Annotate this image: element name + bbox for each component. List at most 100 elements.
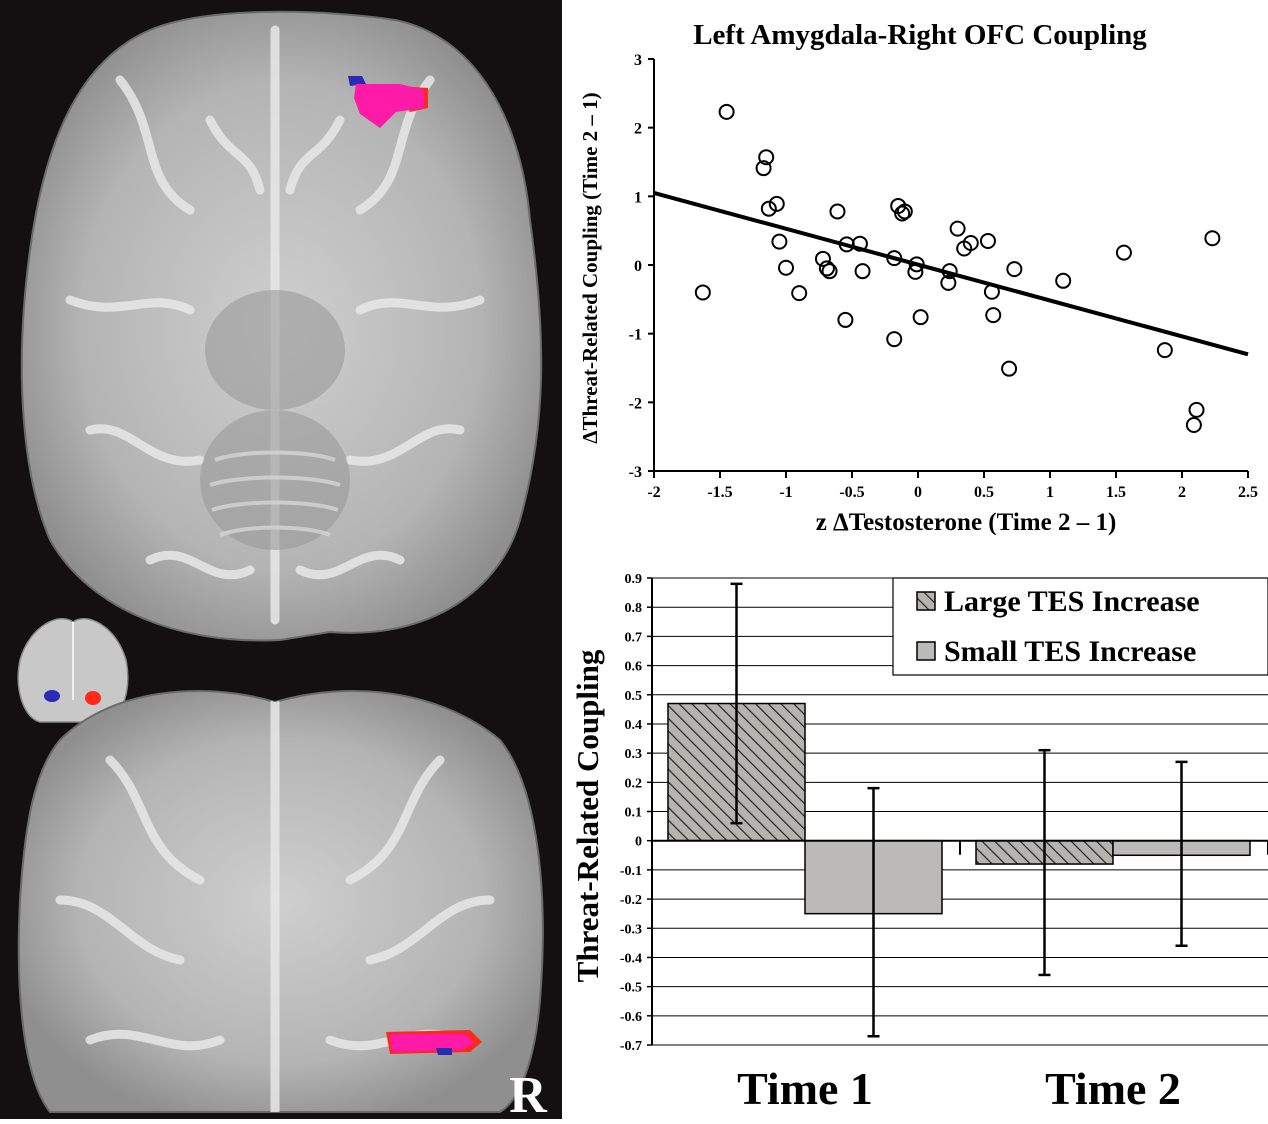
right-amygdala-marker	[85, 691, 101, 705]
bar-y-tick-label: 0.3	[625, 747, 643, 762]
bar-y-tick-label: 0	[635, 835, 642, 850]
scatter-point	[758, 149, 775, 166]
scatter-point	[894, 205, 911, 222]
scatter-point	[979, 232, 996, 249]
scatter-x-tick-label: -2	[647, 484, 660, 501]
scatter-y-tick-label: -3	[629, 464, 642, 481]
scatter-point	[768, 195, 785, 212]
scatter-point	[985, 307, 1002, 324]
scatter-x-tick-label: -1	[779, 484, 792, 501]
left-amygdala-marker	[44, 690, 60, 702]
scatter-y-tick-label: 3	[634, 52, 642, 69]
legend-label-large: Large TES Increase	[944, 585, 1200, 618]
scatter-point	[1188, 401, 1205, 418]
scatter-point	[760, 200, 777, 217]
bar-y-tick-label: 0.8	[625, 601, 643, 616]
bar-y-tick-label: -0.1	[620, 864, 642, 879]
scatter-point	[1185, 416, 1202, 433]
scatter-y-tick-label: 2	[634, 121, 642, 138]
scatter-point	[908, 256, 925, 273]
bar-category-label: Time 1	[737, 1063, 873, 1114]
bar-x-ticks: Time 1 Time 2	[737, 1063, 1181, 1114]
scatter-point	[962, 235, 979, 252]
scatter-point	[818, 260, 835, 277]
legend-swatch-large	[916, 591, 936, 611]
scatter-point	[949, 220, 966, 237]
scatter-fit-line-group	[653, 190, 1249, 357]
scatter-point	[821, 263, 838, 280]
scatter-y-tick-label: -2	[629, 395, 642, 412]
ofc-coronal-cluster-overlap	[390, 1034, 474, 1052]
scatter-point	[1001, 360, 1018, 377]
bar-y-tick-label: 0.7	[625, 630, 643, 645]
scatter-point	[983, 283, 1000, 300]
scatter-y-tick-label: -1	[629, 327, 642, 344]
bar-category-label: Time 2	[1045, 1063, 1181, 1114]
bar-y-tick-label: 0.4	[625, 718, 643, 733]
ofc-cluster-blue	[348, 76, 366, 86]
scatter-point	[1055, 272, 1072, 289]
scatter-point	[851, 235, 868, 252]
coronal-inset	[17, 618, 129, 723]
scatter-point	[1006, 261, 1023, 278]
ofc-cluster-overlap	[354, 84, 424, 128]
bar-bars	[667, 702, 1251, 915]
scatter-point	[886, 331, 903, 348]
bar-y-tick-label: 0.9	[625, 572, 643, 587]
scatter-point	[941, 263, 958, 280]
legend-box	[892, 577, 1268, 676]
ofc-coronal-cluster-blue	[436, 1048, 452, 1055]
scatter-x-ticks: -2 -1.5 -1 -0.5 0 0.5 1 1.5 2 2.5	[647, 471, 1258, 501]
scatter-x-axis-label: z ΔTestosterone (Time 2 – 1)	[816, 509, 1117, 536]
bar-chart: 0.9 0.8 0.7 0.6 0.5 0.4 0.3 0.2 0.1 0 -0.1 -0.2 -0.3…	[570, 572, 1268, 1114]
scatter-point	[694, 284, 711, 301]
bar-y-tick-label: -0.7	[620, 1039, 642, 1054]
scatter-point	[829, 203, 846, 220]
scatter-point	[940, 274, 957, 291]
scatter-point	[718, 103, 735, 120]
scatter-y-ticks: 3 2 1 0 -1 -2 -3	[629, 52, 654, 481]
scatter-point	[755, 160, 772, 177]
scatter-x-tick-label: 1	[1046, 484, 1054, 501]
scatter-point	[907, 263, 924, 280]
bar-error-bars	[730, 582, 1188, 1038]
orientation-label: R	[509, 1067, 548, 1119]
legend-swatch-small	[916, 641, 936, 661]
scatter-y-axis-label: ΔThreat-Related Coupling (Time 2 – 1)	[578, 92, 602, 443]
scatter-title: Left Amygdala-Right OFC Coupling	[693, 19, 1147, 51]
bar-y-tick-label: -0.6	[620, 1010, 642, 1025]
bar-y-tick-label: 0.2	[625, 776, 643, 791]
scatter-point	[1156, 342, 1173, 359]
bar-y-axis-label: Threat-Related Coupling	[570, 649, 605, 982]
scatter-chart: Left Amygdala-Right OFC Coupling ΔThreat…	[578, 19, 1258, 536]
scatter-x-tick-label: -1.5	[707, 484, 732, 501]
scatter-x-tick-label: 0	[914, 484, 922, 501]
scatter-point	[778, 259, 794, 276]
axial-brain-slice	[20, 10, 543, 642]
scatter-x-tick-label: 2.5	[1238, 484, 1258, 501]
scatter-y-tick-label: 1	[634, 189, 642, 206]
scatter-point	[791, 285, 808, 302]
scatter-point	[814, 250, 831, 267]
scatter-point	[896, 203, 913, 220]
bar-legend: Large TES Increase Small TES Increase	[892, 577, 1268, 676]
bar-y-tick-label: -0.3	[620, 922, 642, 937]
legend-label-small: Small TES Increase	[944, 635, 1196, 668]
bar-y-tick-label: -0.4	[620, 951, 642, 966]
scatter-x-tick-label: 2	[1178, 484, 1186, 501]
scatter-point	[886, 250, 903, 267]
scatter-x-tick-label: 0.5	[974, 484, 994, 501]
scatter-point	[1115, 244, 1132, 261]
scatter-points	[694, 103, 1221, 433]
scatter-point	[1204, 230, 1221, 247]
scatter-y-tick-label: 0	[634, 258, 642, 275]
scatter-x-tick-label: 1.5	[1106, 484, 1126, 501]
bar-y-ticks: 0.9 0.8 0.7 0.6 0.5 0.4 0.3 0.2 0.1 0 -0.1 -0.2 -0.3…	[620, 572, 652, 1054]
scatter-point	[854, 263, 871, 280]
brain-panel: R	[0, 0, 562, 1124]
bar-y-tick-label: -0.2	[620, 893, 642, 908]
scatter-fit-line	[653, 190, 1249, 357]
coronal-brain-slice	[17, 689, 544, 1113]
